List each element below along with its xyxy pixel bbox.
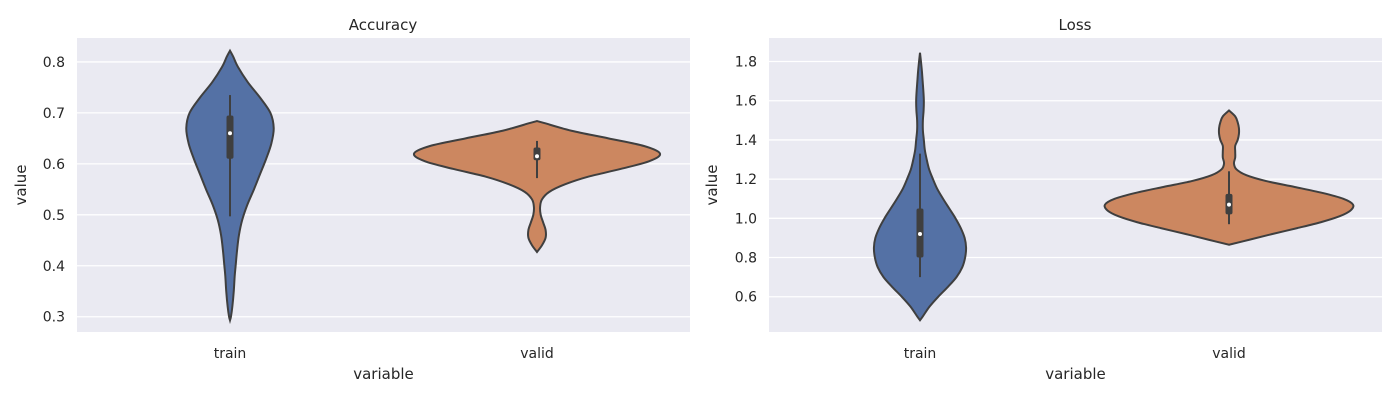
y-tick-label: 0.4 <box>43 259 65 275</box>
x-tick-label: train <box>904 346 937 362</box>
panel-title: Accuracy <box>349 16 418 34</box>
median-dot-valid <box>1227 202 1231 207</box>
y-tick-label: 1.0 <box>735 211 757 227</box>
y-tick-label: 0.8 <box>43 55 65 71</box>
median-dot-valid <box>535 154 539 159</box>
median-dot-train <box>228 131 232 136</box>
y-tick-label: 0.8 <box>735 251 757 267</box>
panel-accuracy: 0.3 0.4 0.5 0.6 0.7 0.8 train valid Accuracy vari… <box>12 16 690 383</box>
y-tick-label: 0.3 <box>43 310 65 326</box>
iqr-box-valid <box>533 147 541 161</box>
y-axis-label: value <box>703 165 721 206</box>
median-dot-train <box>918 232 922 236</box>
y-tick-label: 1.6 <box>735 94 757 110</box>
panel-loss: 0.6 0.8 1.0 1.2 1.4 1.6 1.8 train valid Loss varia… <box>703 16 1382 383</box>
x-tick-label: valid <box>520 346 554 362</box>
y-tick-label: 1.2 <box>735 172 757 188</box>
x-tick-label: valid <box>1212 346 1246 362</box>
panel-title: Loss <box>1059 16 1092 34</box>
x-axis-label: variable <box>1045 365 1106 383</box>
y-tick-label: 0.6 <box>43 157 65 173</box>
y-tick-label: 0.6 <box>735 290 757 306</box>
y-tick-label: 0.5 <box>43 208 65 224</box>
plot-area <box>77 38 690 332</box>
y-tick-label: 1.4 <box>735 133 757 149</box>
y-tick-label: 1.8 <box>735 55 757 71</box>
iqr-box-train <box>226 115 234 159</box>
y-axis-label: value <box>12 165 30 206</box>
violin-valid <box>412 120 662 254</box>
y-tick-label: 0.7 <box>43 106 65 122</box>
x-axis-label: variable <box>353 365 414 383</box>
x-tick-label: train <box>214 346 247 362</box>
